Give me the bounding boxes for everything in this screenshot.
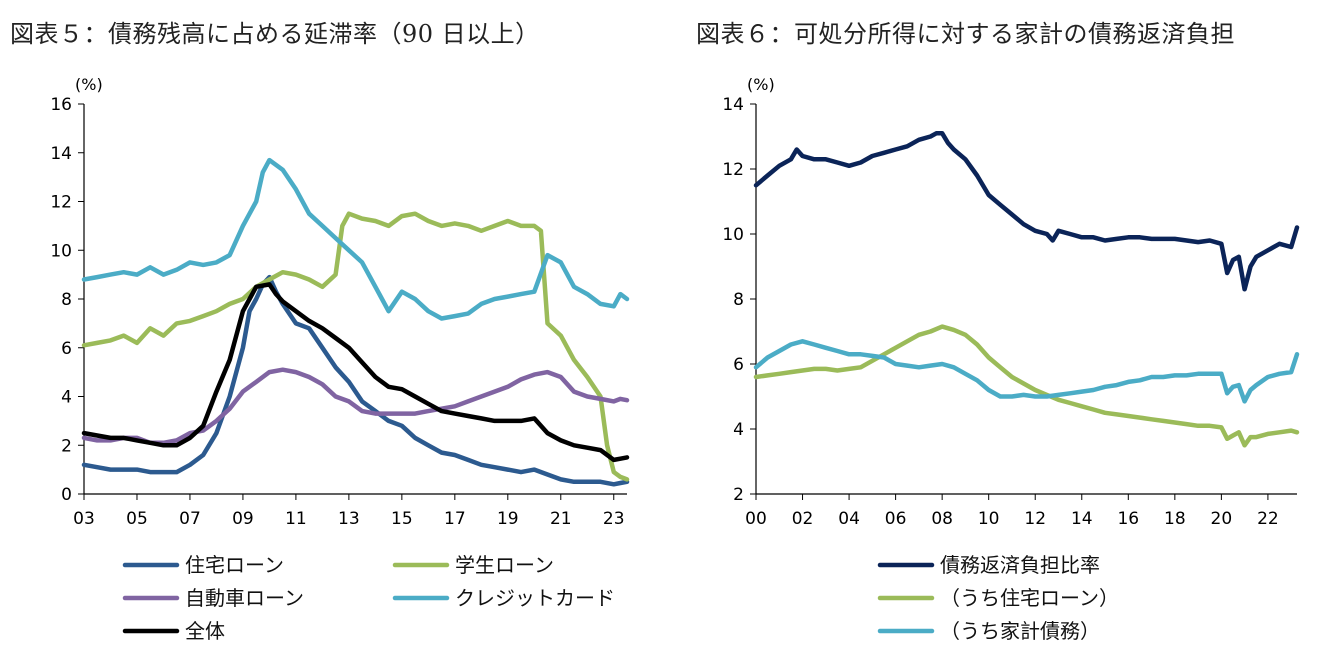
x-tick-label: 19 [497, 509, 519, 529]
y-tick-label: 2 [61, 436, 72, 456]
series-line-2 [81, 211, 630, 482]
x-tick-label: 21 [550, 509, 572, 529]
x-tick-label: 03 [73, 509, 95, 529]
series-line-3 [753, 339, 1300, 404]
x-tick-label: 07 [179, 509, 201, 529]
series-line-4 [81, 157, 630, 321]
series-line-1 [81, 274, 630, 487]
legend-label: 全体 [185, 619, 225, 643]
y-tick-label: 8 [733, 290, 744, 310]
y-tick-label: 2 [733, 485, 744, 505]
y-tick-label: 6 [61, 339, 72, 359]
chart-1-delinquency-rate: (%) 0 2 4 6 8 10 12 14 16 03 05 07 09 11 13 15 17 19 21 23 住宅… [50, 75, 630, 643]
legend-label: （うち住宅ローン） [940, 586, 1119, 610]
y-tick-label: 10 [722, 225, 744, 245]
legend-label: 住宅ローン [185, 553, 284, 577]
x-tick-label: 09 [232, 509, 254, 529]
x-tick-label: 00 [745, 509, 767, 529]
x-tick-label: 14 [1071, 509, 1093, 529]
y-unit-label: (%) [747, 75, 775, 94]
x-tick-label: 23 [603, 509, 625, 529]
x-tick-label: 20 [1211, 509, 1233, 529]
series-line-3 [81, 367, 630, 446]
x-tick-label: 02 [792, 509, 814, 529]
x-tick-label: 13 [338, 509, 360, 529]
chart-1-title: 図表５：債務残高に占める延滞率（90 日以上） [10, 20, 540, 48]
y-tick-label: 16 [50, 95, 72, 115]
x-tick-label: 12 [1024, 509, 1046, 529]
y-tick-label: 12 [722, 160, 744, 180]
y-tick-label: 6 [733, 355, 744, 375]
chart-2-title: 図表６：可処分所得に対する家計の債務返済負担 [696, 20, 1235, 48]
series-line-5 [81, 282, 630, 463]
y-tick-label: 4 [61, 388, 72, 408]
x-tick-label: 22 [1257, 509, 1279, 529]
legend-label: 自動車ローン [185, 586, 304, 610]
y-unit-label: (%) [75, 75, 103, 94]
x-tick-label: 04 [838, 509, 860, 529]
x-tick-label: 05 [126, 509, 148, 529]
y-tick-label: 10 [50, 241, 72, 261]
y-tick-label: 8 [61, 290, 72, 310]
x-tick-label: 11 [285, 509, 307, 529]
x-tick-label: 15 [391, 509, 413, 529]
y-tick-label: 0 [61, 485, 72, 505]
x-tick-label: 08 [931, 509, 953, 529]
legend-label: 債務返済負担比率 [940, 553, 1100, 577]
legend-label: クレジットカード [455, 586, 615, 610]
x-tick-label: 17 [444, 509, 466, 529]
y-tick-label: 4 [733, 420, 744, 440]
y-tick-label: 14 [722, 95, 744, 115]
y-tick-label: 14 [50, 144, 72, 164]
x-tick-label: 18 [1164, 509, 1186, 529]
x-tick-label: 10 [978, 509, 1000, 529]
series-line-1 [753, 131, 1300, 292]
x-tick-label: 16 [1117, 509, 1139, 529]
x-tick-label: 06 [885, 509, 907, 529]
legend-label: （うち家計債務） [940, 619, 1100, 643]
series-line-2 [753, 324, 1300, 448]
y-tick-label: 12 [50, 193, 72, 213]
legend-label: 学生ローン [455, 553, 554, 577]
